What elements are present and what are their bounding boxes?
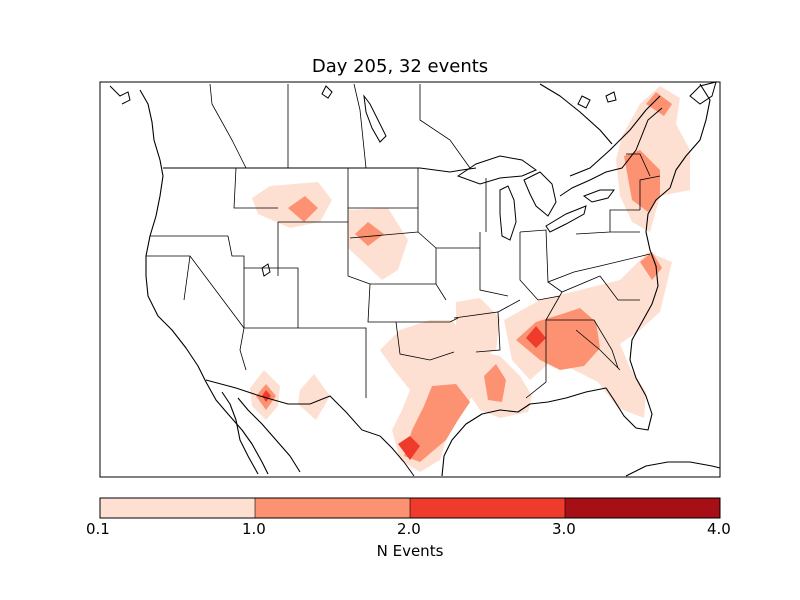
map-frame [99,81,721,478]
canada-province-lines [209,83,471,169]
cuba-coast [625,461,721,477]
us-mexico-border [205,379,415,477]
baja-coastline [221,391,259,475]
event-region-dakota-mid [355,222,384,246]
pacific-coastline [145,159,269,475]
arctic-island-5 [605,91,617,103]
arctic-island-2 [321,85,333,99]
lake-huron [523,171,557,217]
arctic-islands [109,81,717,109]
colorbar-tick-label: 2.0 [397,520,421,538]
event-region-southeast-high [526,326,546,348]
colorbar-tick-label: 0.1 [86,520,110,538]
lake-erie [545,205,587,233]
event-region-arkansas-low [456,298,500,362]
gulf-coastline [441,359,653,477]
event-region-southeast-mid [516,308,600,370]
coastlines [139,83,721,477]
mexico-gulf-coastline [237,397,301,473]
event-region-texas-mid [404,384,470,462]
colorbar-title: N Events [376,542,444,560]
arctic-island-1 [109,85,131,105]
event-region-newmexico-low [298,374,330,420]
event-region-texas-high [398,436,420,460]
atlantic-coastline [629,83,711,361]
great-salt-lake [261,263,271,277]
colorbar-tick-label: 3.0 [552,520,576,538]
hudson-bay-coast [539,83,613,145]
us-canada-border [163,167,477,173]
arctic-island-3 [689,81,717,105]
state-lines-east [485,153,661,399]
lake-michigan [499,185,517,241]
map-title: Day 205, 32 events [311,56,489,77]
lake-winnipeg [363,94,387,143]
event-region-louisiana-mid [484,364,506,402]
colorbar-bin-1 [100,498,255,518]
colorbar-bin-4 [565,498,720,518]
country-borders [163,107,663,477]
colorbar-tick-label: 4.0 [707,520,731,538]
event-region-dakota-low [348,208,408,280]
event-region-montana-mid [288,196,318,222]
colorbar-bin-2 [255,498,410,518]
arctic-island-4 [577,95,591,109]
event-region-maine-mid [646,92,672,116]
lake-superior [456,155,538,185]
event-region-arizona-high [262,390,271,402]
colorbar-bin-3 [410,498,565,518]
lake-ontario [582,189,615,203]
event-region-montana-low [252,182,332,228]
colorbar-tick-label: 1.0 [242,520,266,538]
state-borders [146,83,661,399]
st-lawrence [569,95,661,177]
state-lines-central [347,168,521,361]
vancouver-coast [139,89,161,161]
us-canada-border-east [559,107,663,197]
great-lakes [261,94,615,277]
colorbar [99,497,721,519]
event-density-layer [250,86,690,472]
event-region-northeast-mid [624,150,660,212]
state-lines-west [146,167,367,398]
